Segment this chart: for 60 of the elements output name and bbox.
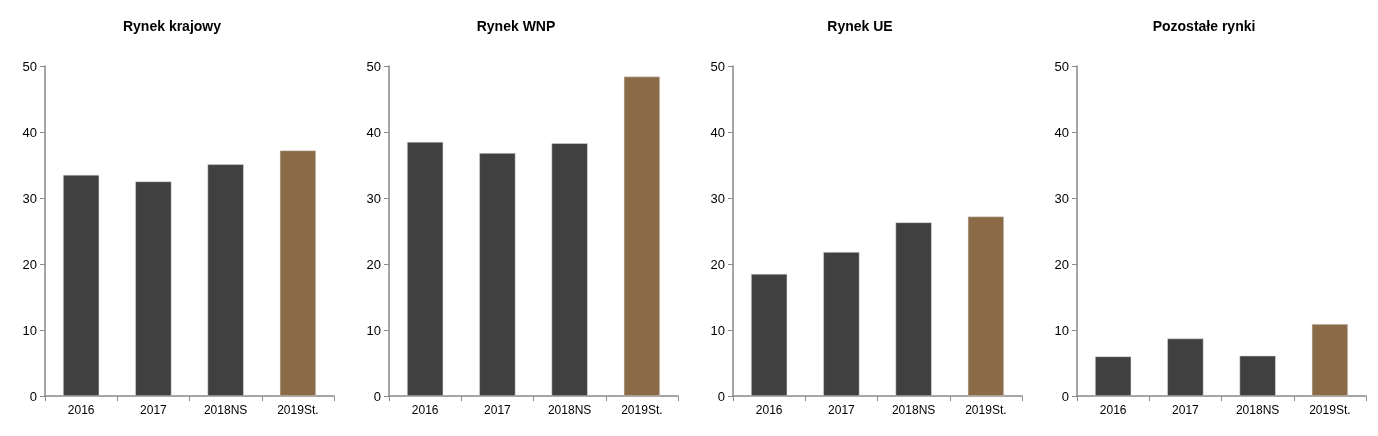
y-tick-label: 0 — [29, 388, 37, 404]
x-tick-label: 2016 — [1099, 403, 1127, 417]
x-tick-label: 2019St. — [965, 403, 1007, 417]
x-tick-label: 2018NS — [203, 403, 248, 417]
y-tick-label: 30 — [22, 190, 37, 206]
y-tick-label: 30 — [366, 190, 381, 206]
x-tick-label: 2017 — [828, 403, 856, 417]
y-tick-label: 0 — [1061, 388, 1069, 404]
x-tick-label: 2016 — [411, 403, 439, 417]
bar — [279, 150, 316, 396]
x-tick-label: 2018NS — [1235, 403, 1280, 417]
y-tick-label: 10 — [366, 322, 381, 338]
x-tick-label: 2019St. — [621, 403, 663, 417]
x-tick-label: 2019St. — [277, 403, 319, 417]
bar — [479, 153, 516, 396]
bar — [895, 222, 932, 396]
bar — [623, 76, 660, 396]
y-tick-label: 50 — [22, 58, 37, 74]
bar — [1095, 356, 1132, 396]
y-tick-label: 40 — [710, 124, 725, 140]
y-tick-label: 40 — [1054, 124, 1069, 140]
y-tick-label: 40 — [366, 124, 381, 140]
x-tick-label: 2016 — [755, 403, 783, 417]
chart-title: Rynek UE — [827, 18, 893, 34]
y-tick-label: 50 — [710, 58, 725, 74]
y-tick-label: 10 — [710, 322, 725, 338]
y-tick-label: 0 — [717, 388, 725, 404]
bar — [1311, 324, 1348, 396]
x-tick-label: 2017 — [140, 403, 168, 417]
bar — [63, 174, 100, 396]
y-tick-label: 30 — [710, 190, 725, 206]
bar — [751, 273, 788, 396]
y-tick-label: 10 — [1054, 322, 1069, 338]
bar — [823, 252, 860, 396]
y-tick-label: 30 — [1054, 190, 1069, 206]
chart-title: Rynek WNP — [476, 18, 556, 34]
x-tick-label: 2016 — [67, 403, 95, 417]
chart-title: Rynek krajowy — [122, 18, 222, 34]
y-tick-label: 20 — [22, 256, 37, 272]
x-tick-label: 2019St. — [1309, 403, 1351, 417]
bar — [135, 181, 172, 396]
y-tick-label: 20 — [366, 256, 381, 272]
bar — [1167, 338, 1204, 396]
x-tick-label: 2017 — [484, 403, 512, 417]
y-tick-label: 50 — [1054, 58, 1069, 74]
bar — [551, 143, 588, 396]
bar — [1239, 355, 1276, 396]
x-tick-label: 2018NS — [891, 403, 936, 417]
chart-title: Pozostałe rynki — [1152, 18, 1256, 34]
x-tick-label: 2017 — [1172, 403, 1200, 417]
bar — [407, 141, 444, 396]
y-tick-label: 50 — [366, 58, 381, 74]
y-tick-label: 20 — [710, 256, 725, 272]
y-tick-label: 40 — [22, 124, 37, 140]
y-tick-label: 10 — [22, 322, 37, 338]
x-tick-label: 2018NS — [547, 403, 592, 417]
bar — [207, 164, 244, 396]
bar — [967, 216, 1004, 396]
y-tick-label: 0 — [373, 388, 381, 404]
y-tick-label: 20 — [1054, 256, 1069, 272]
